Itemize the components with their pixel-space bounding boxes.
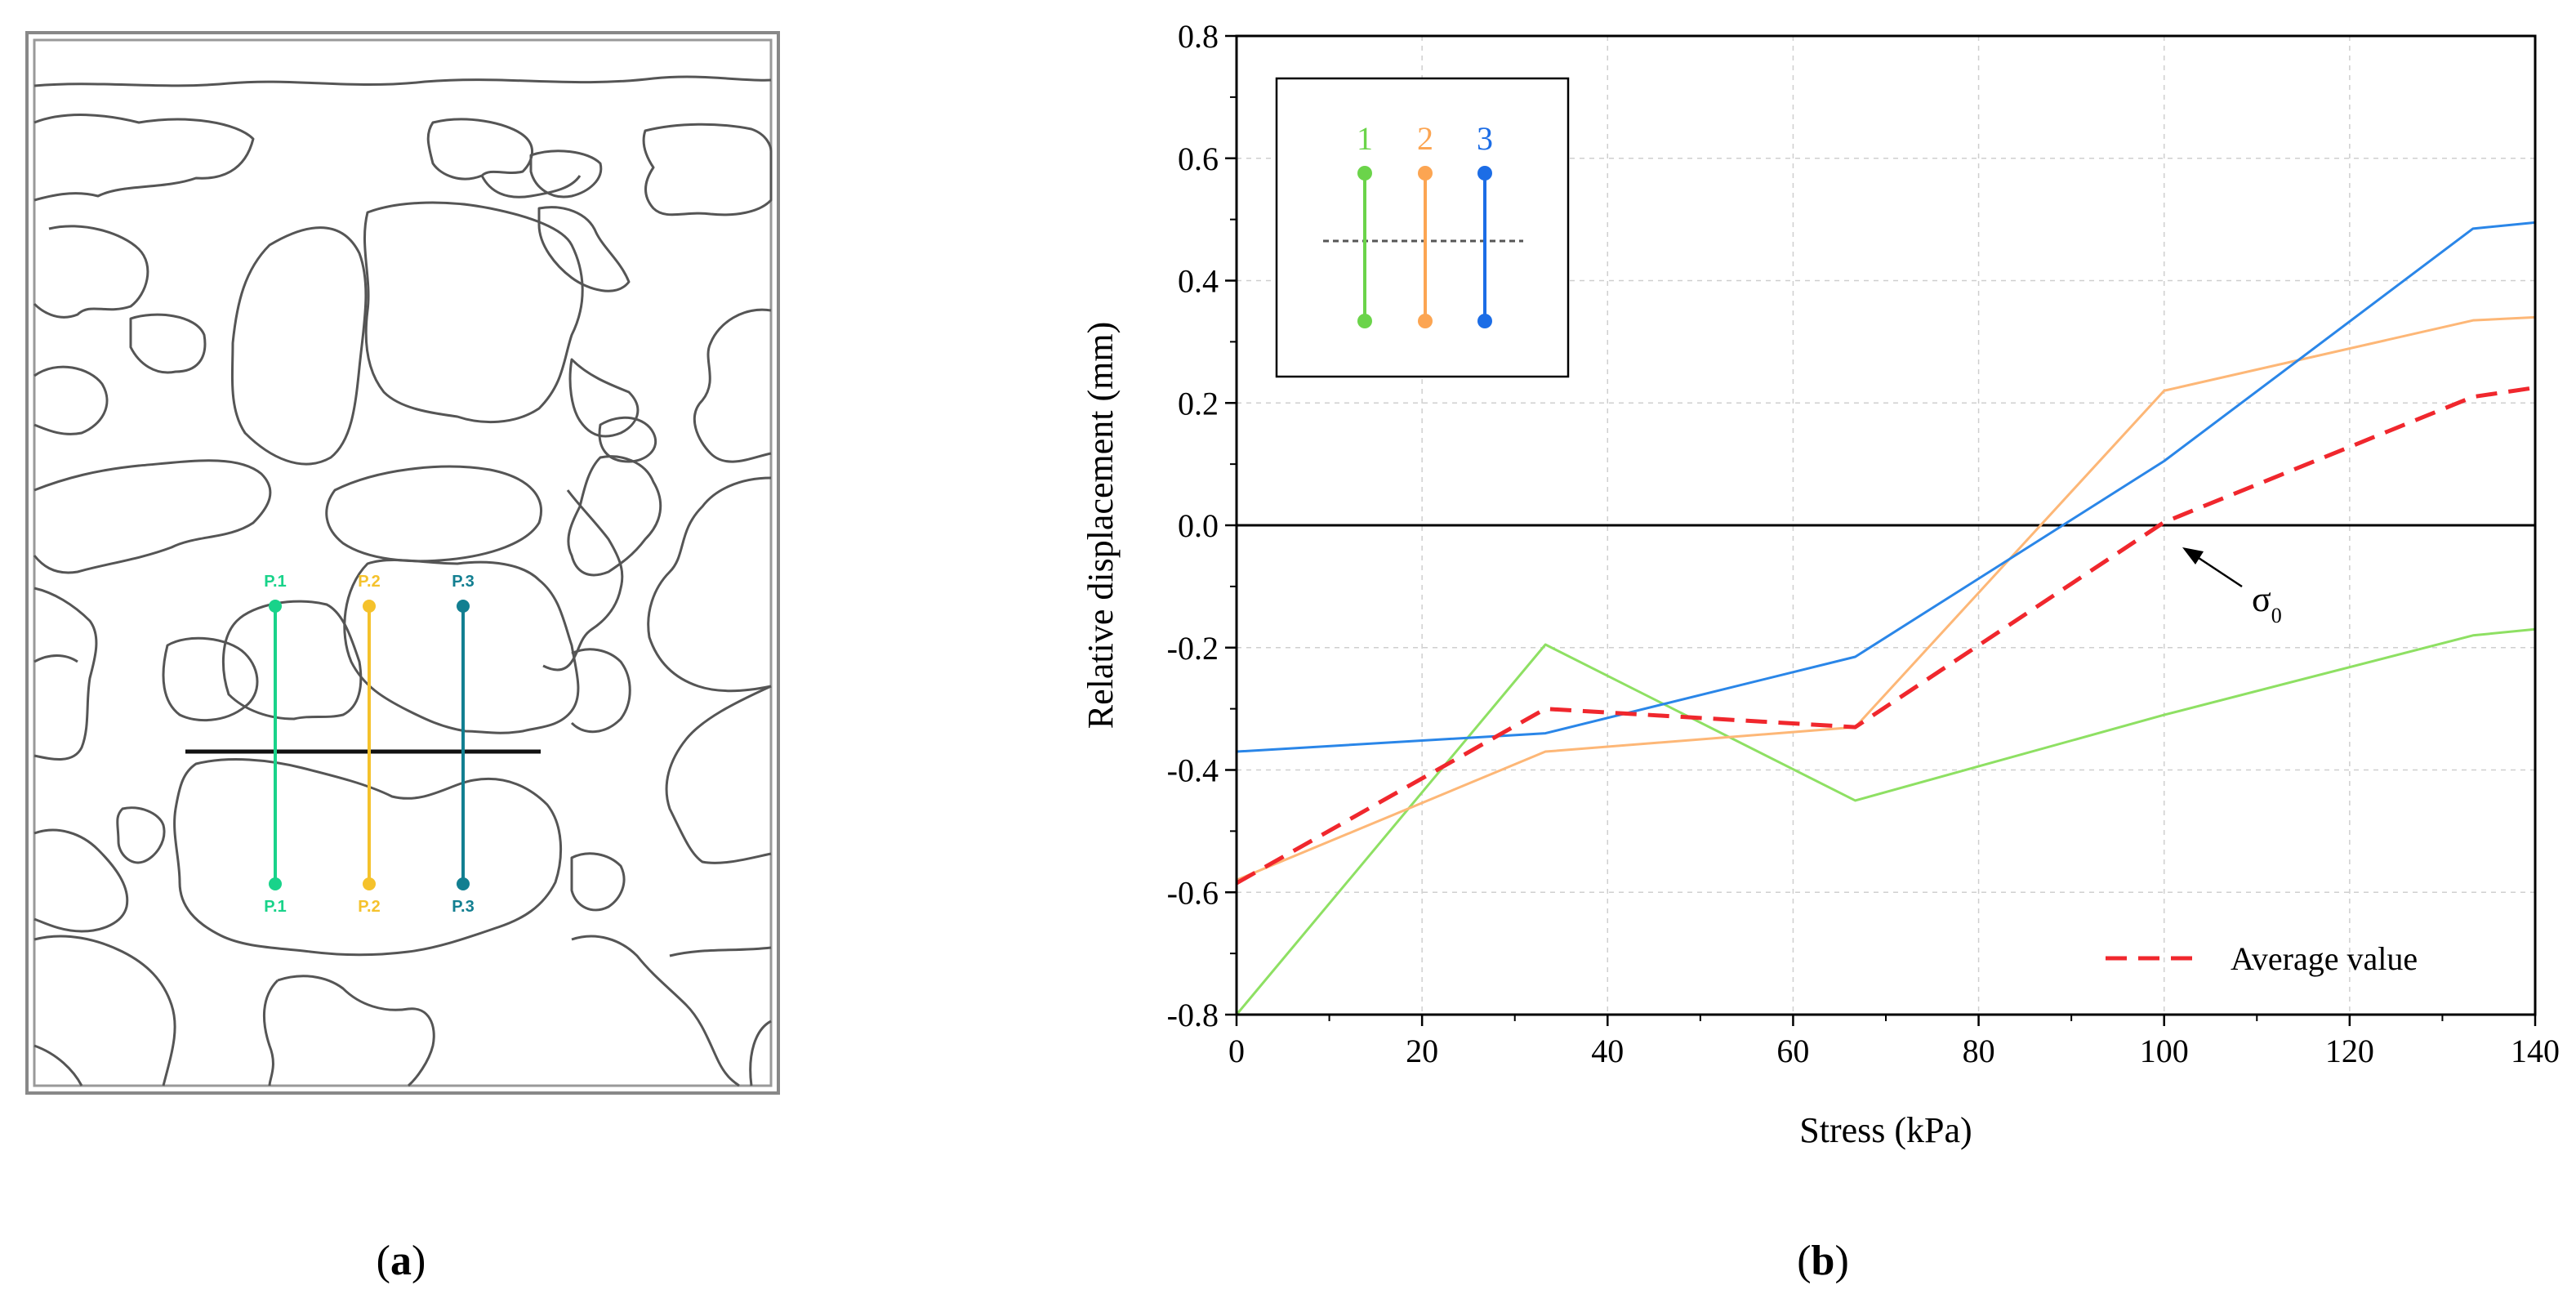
grain-outlines (33, 75, 773, 1087)
sigma0-arrow-line (2198, 556, 2243, 588)
sigma0-subscript: 0 (2271, 604, 2282, 627)
x-tick-label-6: 120 (2325, 1033, 2374, 1069)
y-tick-label-3: -0.2 (1167, 630, 1219, 667)
inset-probe-1 (1357, 166, 1372, 328)
panel-b-caption: (b) (1797, 1238, 1849, 1284)
legend: Average value (2106, 940, 2418, 977)
panel-b-caption-open: ( (1797, 1238, 1811, 1284)
probe-line-2: P.2 P.2 (358, 573, 380, 916)
panel-a-frame-inner (33, 38, 773, 1087)
panel-b-chart: 0 20 40 60 80 100 120 140-0.8-0.6-0.4-0.20.00.2… (1081, 18, 2560, 1150)
series-layer (1235, 221, 2536, 1015)
panel-b-caption-close: ) (1834, 1238, 1848, 1284)
probe-2-bottom-label: P.2 (358, 898, 380, 916)
x-tick-label-0: 0 (1228, 1033, 1245, 1069)
inset-label-2: 2 (1417, 120, 1433, 157)
x-tick-label-3: 60 (1776, 1033, 1809, 1069)
x-tick-label-2: 40 (1591, 1033, 1624, 1069)
inset-probe-3 (1477, 166, 1492, 328)
panel-a-sketch: P.1 P.1 P.2 P.2 P.3 P.3 (25, 31, 780, 1095)
panel-a-caption-close: ) (412, 1238, 426, 1284)
probe-3-top-label: P.3 (452, 573, 474, 591)
y-tick-label-4: 0.0 (1178, 507, 1219, 544)
panel-a-caption: (a) (377, 1238, 426, 1284)
y-tick-label-1: -0.6 (1167, 874, 1219, 911)
probe-line-3: P.3 P.3 (452, 573, 474, 916)
tick-label-layer: 0 20 40 60 80 100 120 140-0.8-0.6-0.4-0.20.00.2… (1167, 18, 2560, 1069)
x-tick-label-1: 20 (1406, 1033, 1438, 1069)
x-tick-label-5: 100 (2140, 1033, 2189, 1069)
inset-label-3: 3 (1477, 120, 1493, 157)
probe-3-bottom-label: P.3 (452, 898, 474, 916)
y-tick-label-0: -0.8 (1167, 997, 1219, 1033)
series-line-average (1235, 386, 2536, 886)
x-axis-label: Stress (kPa) (1799, 1110, 1972, 1150)
probe-line-1: P.1 P.1 (264, 573, 286, 916)
panel-a-caption-letter: a (390, 1238, 412, 1284)
panel-b-caption-letter: b (1812, 1238, 1835, 1284)
y-tick-label-5: 0.2 (1178, 385, 1219, 422)
panel-a-caption-open: ( (377, 1238, 390, 1284)
probe-2-top-label: P.2 (358, 573, 380, 591)
x-tick-label-7: 140 (2511, 1033, 2560, 1069)
legend-average-label: Average value (2231, 940, 2418, 977)
inset-label-1: 1 (1357, 120, 1373, 157)
inset-diagram: 1 2 3 (1275, 77, 1570, 378)
probe-1-bottom-label: P.1 (264, 898, 286, 916)
y-tick-label-2: -0.4 (1167, 752, 1219, 789)
sigma0-label: σ0 (2252, 579, 2282, 627)
probe-1-top-label: P.1 (264, 573, 286, 591)
inset-probe-2 (1418, 166, 1433, 328)
y-tick-label-6: 0.4 (1178, 263, 1219, 300)
panel-a-frame-outer (25, 31, 780, 1095)
y-tick-label-8: 0.8 (1178, 18, 1219, 55)
x-tick-label-4: 80 (1963, 1033, 1995, 1069)
sigma0-arrow-head (2182, 547, 2204, 564)
sigma0-symbol: σ (2252, 579, 2271, 619)
y-axis-label: Relative displacement (mm) (1081, 322, 1121, 730)
series-line-1 (1235, 627, 2536, 1015)
series-line-2 (1236, 315, 2536, 881)
sigma0-annotation: σ0 (2182, 547, 2282, 627)
tick-layer (1225, 34, 2537, 1026)
y-tick-label-7: 0.6 (1178, 141, 1219, 177)
